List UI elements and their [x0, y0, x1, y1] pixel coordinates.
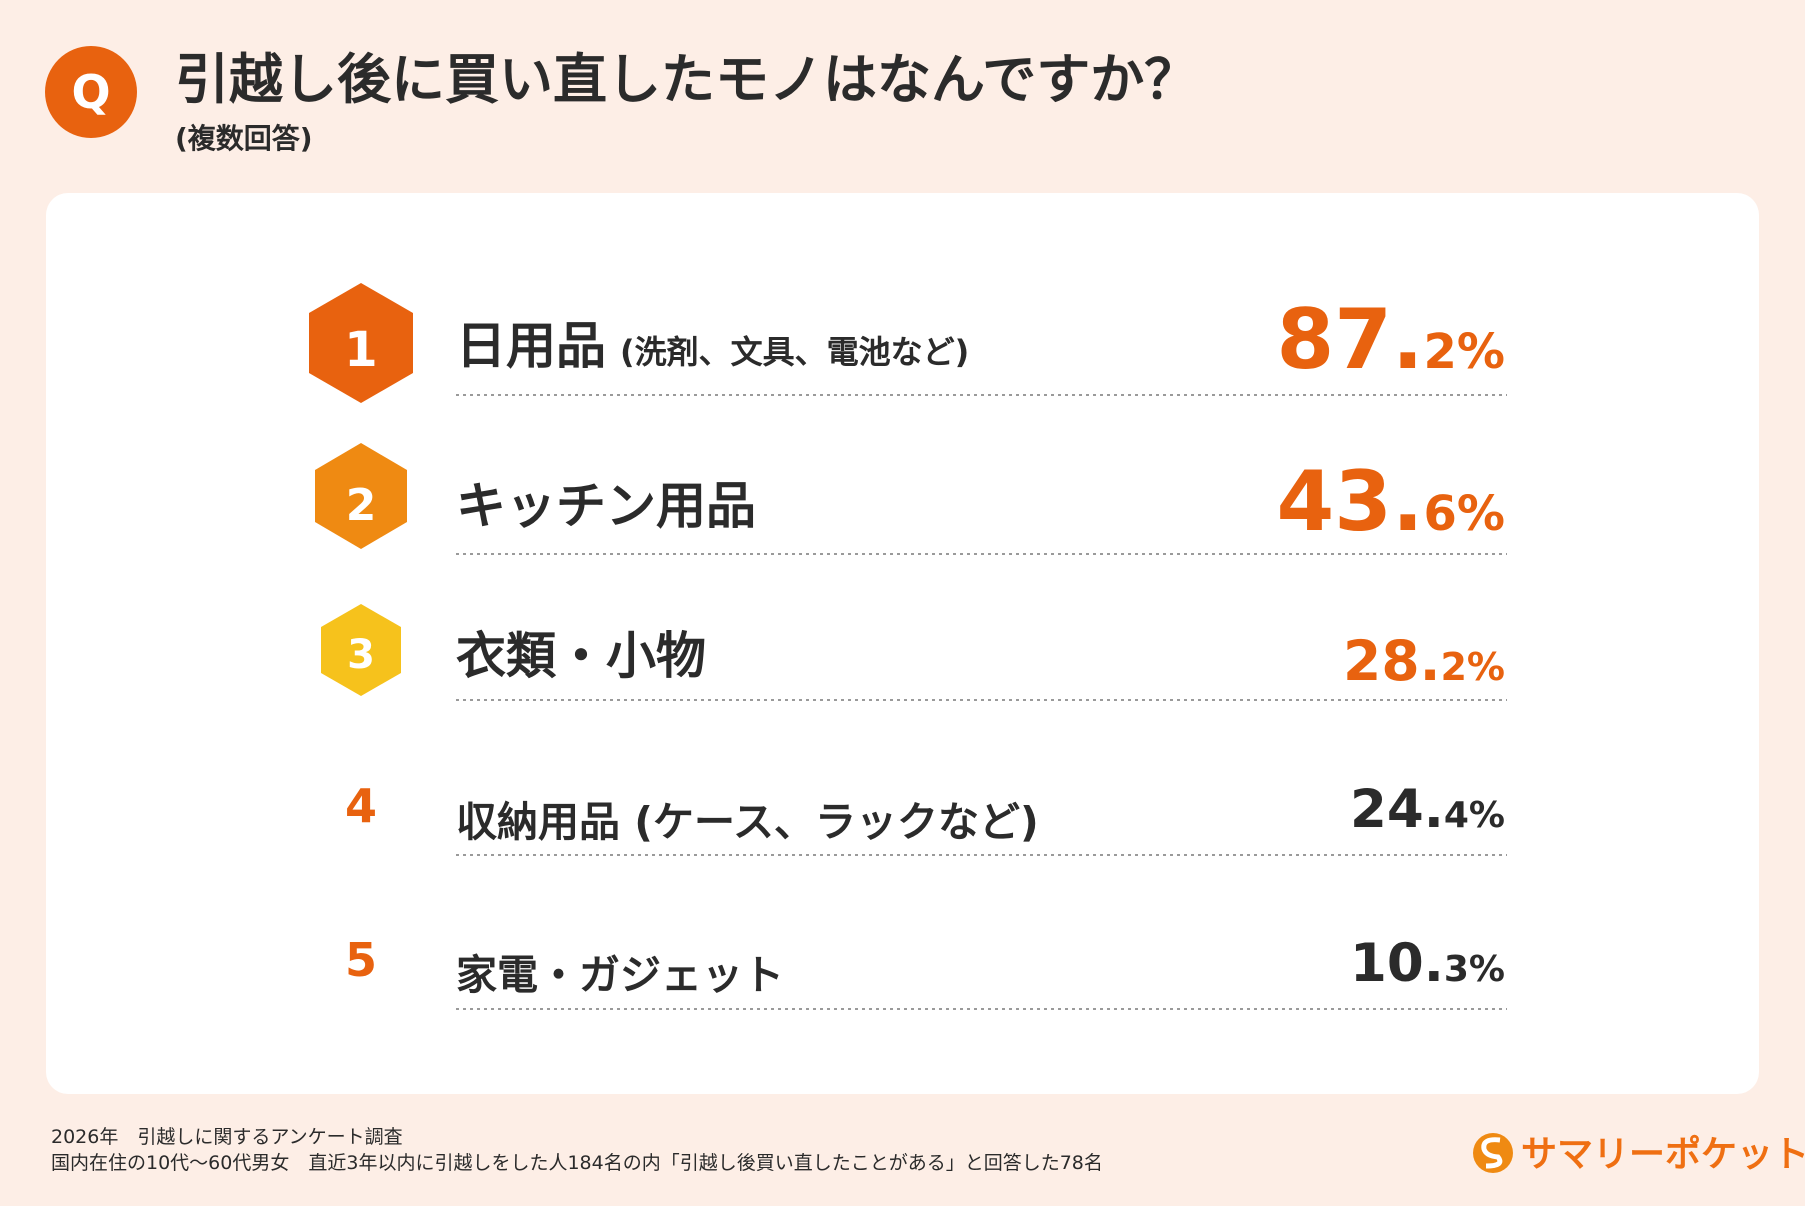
item-value: 43.6% — [1276, 453, 1505, 550]
q-badge — [45, 46, 137, 138]
rank-hexagon — [315, 443, 407, 549]
item-value: 10.3% — [1350, 933, 1505, 994]
rank-hexagon — [321, 604, 401, 696]
item-label: 収納用品 (ケース、ラックなど) — [456, 798, 1039, 846]
rank-number: 2 — [346, 480, 377, 531]
item-label: キッチン用品 — [456, 477, 756, 535]
item-value: 24.4% — [1350, 779, 1505, 840]
item-label: 家電・ガジェット — [456, 951, 784, 999]
q-badge-text: Q — [71, 65, 110, 119]
item-label: 日用品 (洗剤、文具、電池など) — [456, 317, 969, 375]
rank-number: 3 — [347, 632, 375, 678]
rank-number: 1 — [344, 322, 377, 378]
footer-line: 国内在住の10代〜60代男女 直近3年以内に引越しをした人184名の内「引越し後… — [51, 1152, 1103, 1174]
item-note: (洗剤、文具、電池など) — [620, 333, 969, 371]
item-value: 28.2% — [1343, 629, 1505, 693]
item-value: 87.2% — [1276, 291, 1505, 388]
brand-logo: サマリーポケット — [1521, 1133, 1805, 1175]
card — [46, 193, 1759, 1094]
brand-icon-mark — [1481, 1137, 1503, 1169]
title: 引越し後に買い直したモノはなんですか？ — [175, 48, 1198, 111]
subtitle: (複数回答) — [175, 122, 313, 155]
item-label-text: 収納用品 (ケース、ラックなど) — [456, 798, 1039, 846]
item-label-text: 日用品 — [456, 317, 606, 375]
rank-number: 4 — [345, 779, 377, 833]
item-label-text: キッチン用品 — [456, 477, 756, 535]
footer-line: 2026年 引越しに関するアンケート調査 — [51, 1126, 403, 1148]
rank-hexagon — [309, 283, 413, 403]
item-label-text: 家電・ガジェット — [456, 951, 784, 999]
item-label-text: 衣類・小物 — [456, 627, 706, 685]
rank-number: 5 — [345, 933, 377, 987]
item-label: 衣類・小物 — [456, 627, 706, 685]
ranking-list: 1 日用品 (洗剤、文具、電池など) 87.2% 2 キッチン用品 43.6% 3 衣類・小物 2… — [344, 291, 1507, 1010]
